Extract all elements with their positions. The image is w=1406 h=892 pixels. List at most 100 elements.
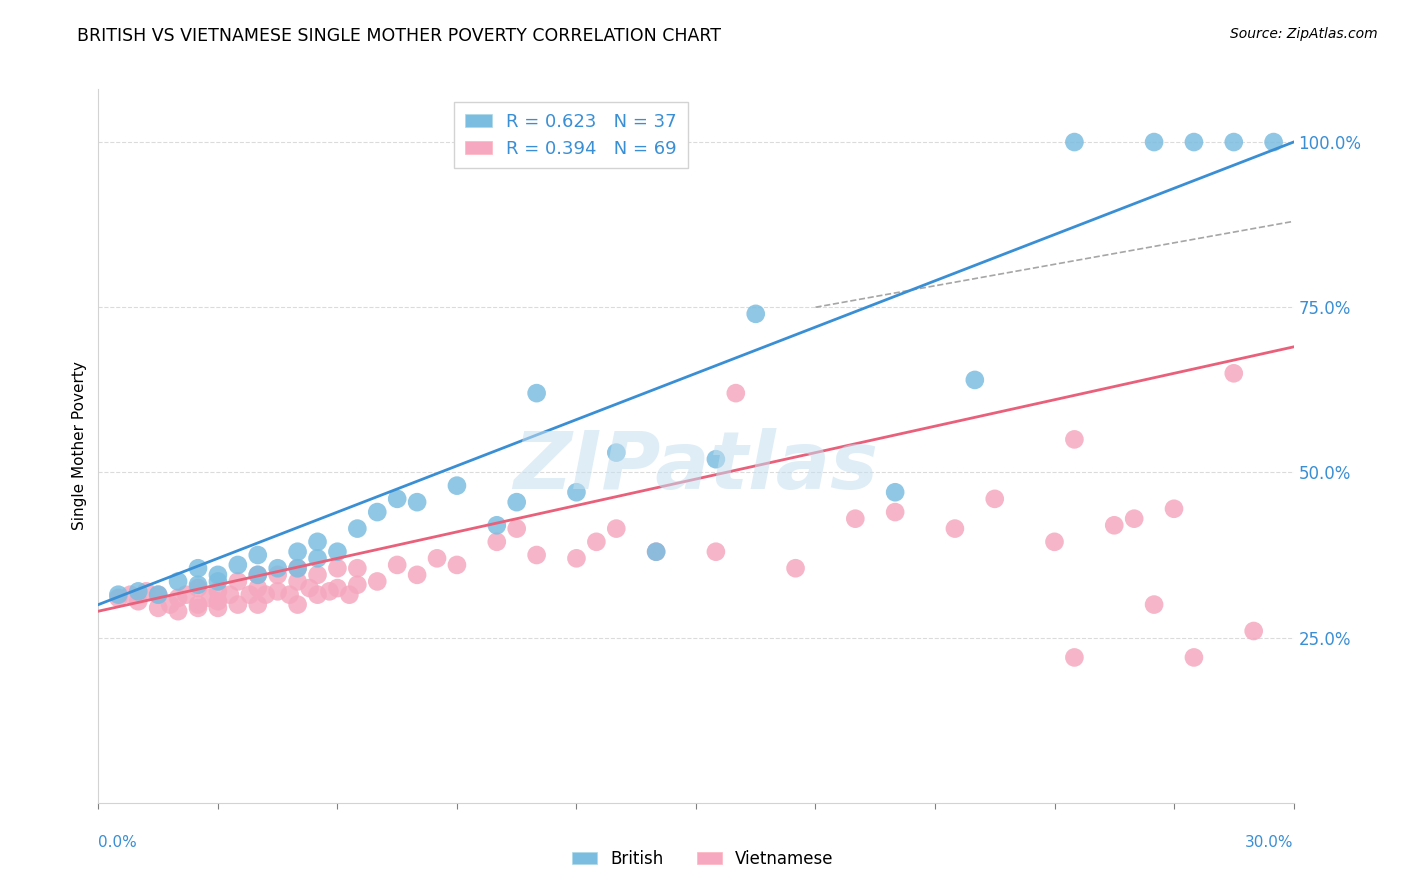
- Point: [226, 558, 249, 572]
- Point: [287, 561, 309, 575]
- Point: [127, 594, 149, 608]
- Point: [307, 534, 329, 549]
- Point: [107, 591, 129, 605]
- Point: [385, 558, 409, 572]
- Point: [346, 561, 368, 575]
- Text: BRITISH VS VIETNAMESE SINGLE MOTHER POVERTY CORRELATION CHART: BRITISH VS VIETNAMESE SINGLE MOTHER POVE…: [77, 27, 721, 45]
- Point: [485, 518, 508, 533]
- Point: [148, 588, 170, 602]
- Text: 30.0%: 30.0%: [1246, 835, 1294, 850]
- Point: [605, 445, 627, 459]
- Point: [585, 534, 607, 549]
- Point: [187, 578, 209, 592]
- Point: [207, 567, 229, 582]
- Point: [785, 561, 807, 575]
- Point: [207, 600, 229, 615]
- Point: [426, 551, 449, 566]
- Point: [385, 491, 409, 506]
- Point: [267, 584, 290, 599]
- Point: [1182, 135, 1205, 149]
- Point: [506, 522, 529, 536]
- Point: [107, 588, 129, 602]
- Point: [1123, 511, 1146, 525]
- Point: [1063, 135, 1085, 149]
- Text: Source: ZipAtlas.com: Source: ZipAtlas.com: [1230, 27, 1378, 41]
- Point: [287, 574, 309, 589]
- Point: [446, 558, 468, 572]
- Point: [287, 598, 309, 612]
- Point: [506, 495, 529, 509]
- Point: [326, 581, 349, 595]
- Point: [1063, 433, 1085, 447]
- Point: [485, 534, 508, 549]
- Point: [724, 386, 747, 401]
- Point: [246, 581, 269, 595]
- Point: [226, 574, 249, 589]
- Point: [307, 551, 329, 566]
- Point: [745, 307, 768, 321]
- Point: [366, 574, 388, 589]
- Point: [267, 561, 290, 575]
- Point: [167, 591, 190, 605]
- Point: [127, 584, 149, 599]
- Point: [226, 598, 249, 612]
- Point: [844, 511, 866, 525]
- Point: [198, 591, 221, 605]
- Point: [207, 574, 229, 589]
- Point: [884, 505, 907, 519]
- Point: [526, 548, 548, 562]
- Point: [148, 588, 170, 602]
- Point: [1143, 598, 1166, 612]
- Point: [135, 584, 157, 599]
- Point: [1104, 518, 1126, 533]
- Point: [246, 598, 269, 612]
- Point: [307, 567, 329, 582]
- Point: [167, 604, 190, 618]
- Point: [339, 588, 361, 602]
- Point: [645, 545, 668, 559]
- Y-axis label: Single Mother Poverty: Single Mother Poverty: [72, 361, 87, 531]
- Point: [267, 567, 290, 582]
- Point: [174, 588, 197, 602]
- Point: [1223, 367, 1246, 381]
- Point: [1243, 624, 1265, 638]
- Text: ZIPatlas: ZIPatlas: [513, 428, 879, 507]
- Point: [963, 373, 986, 387]
- Point: [287, 561, 309, 575]
- Point: [187, 561, 209, 575]
- Point: [346, 522, 368, 536]
- Legend: R = 0.623   N = 37, R = 0.394   N = 69: R = 0.623 N = 37, R = 0.394 N = 69: [454, 102, 688, 169]
- Point: [645, 545, 668, 559]
- Text: 0.0%: 0.0%: [98, 835, 138, 850]
- Point: [298, 581, 321, 595]
- Legend: British, Vietnamese: British, Vietnamese: [565, 844, 841, 875]
- Point: [246, 567, 269, 582]
- Point: [254, 588, 277, 602]
- Point: [406, 567, 429, 582]
- Point: [1223, 135, 1246, 149]
- Point: [278, 588, 301, 602]
- Point: [187, 581, 209, 595]
- Point: [239, 588, 262, 602]
- Point: [148, 600, 170, 615]
- Point: [346, 578, 368, 592]
- Point: [704, 545, 727, 559]
- Point: [219, 588, 242, 602]
- Point: [1182, 650, 1205, 665]
- Point: [120, 588, 142, 602]
- Point: [159, 598, 181, 612]
- Point: [984, 491, 1007, 506]
- Point: [167, 574, 190, 589]
- Point: [187, 598, 209, 612]
- Point: [246, 567, 269, 582]
- Point: [884, 485, 907, 500]
- Point: [1063, 650, 1085, 665]
- Point: [326, 545, 349, 559]
- Point: [207, 584, 229, 599]
- Point: [307, 588, 329, 602]
- Point: [605, 522, 627, 536]
- Point: [1043, 534, 1066, 549]
- Point: [1163, 501, 1185, 516]
- Point: [526, 386, 548, 401]
- Point: [446, 478, 468, 492]
